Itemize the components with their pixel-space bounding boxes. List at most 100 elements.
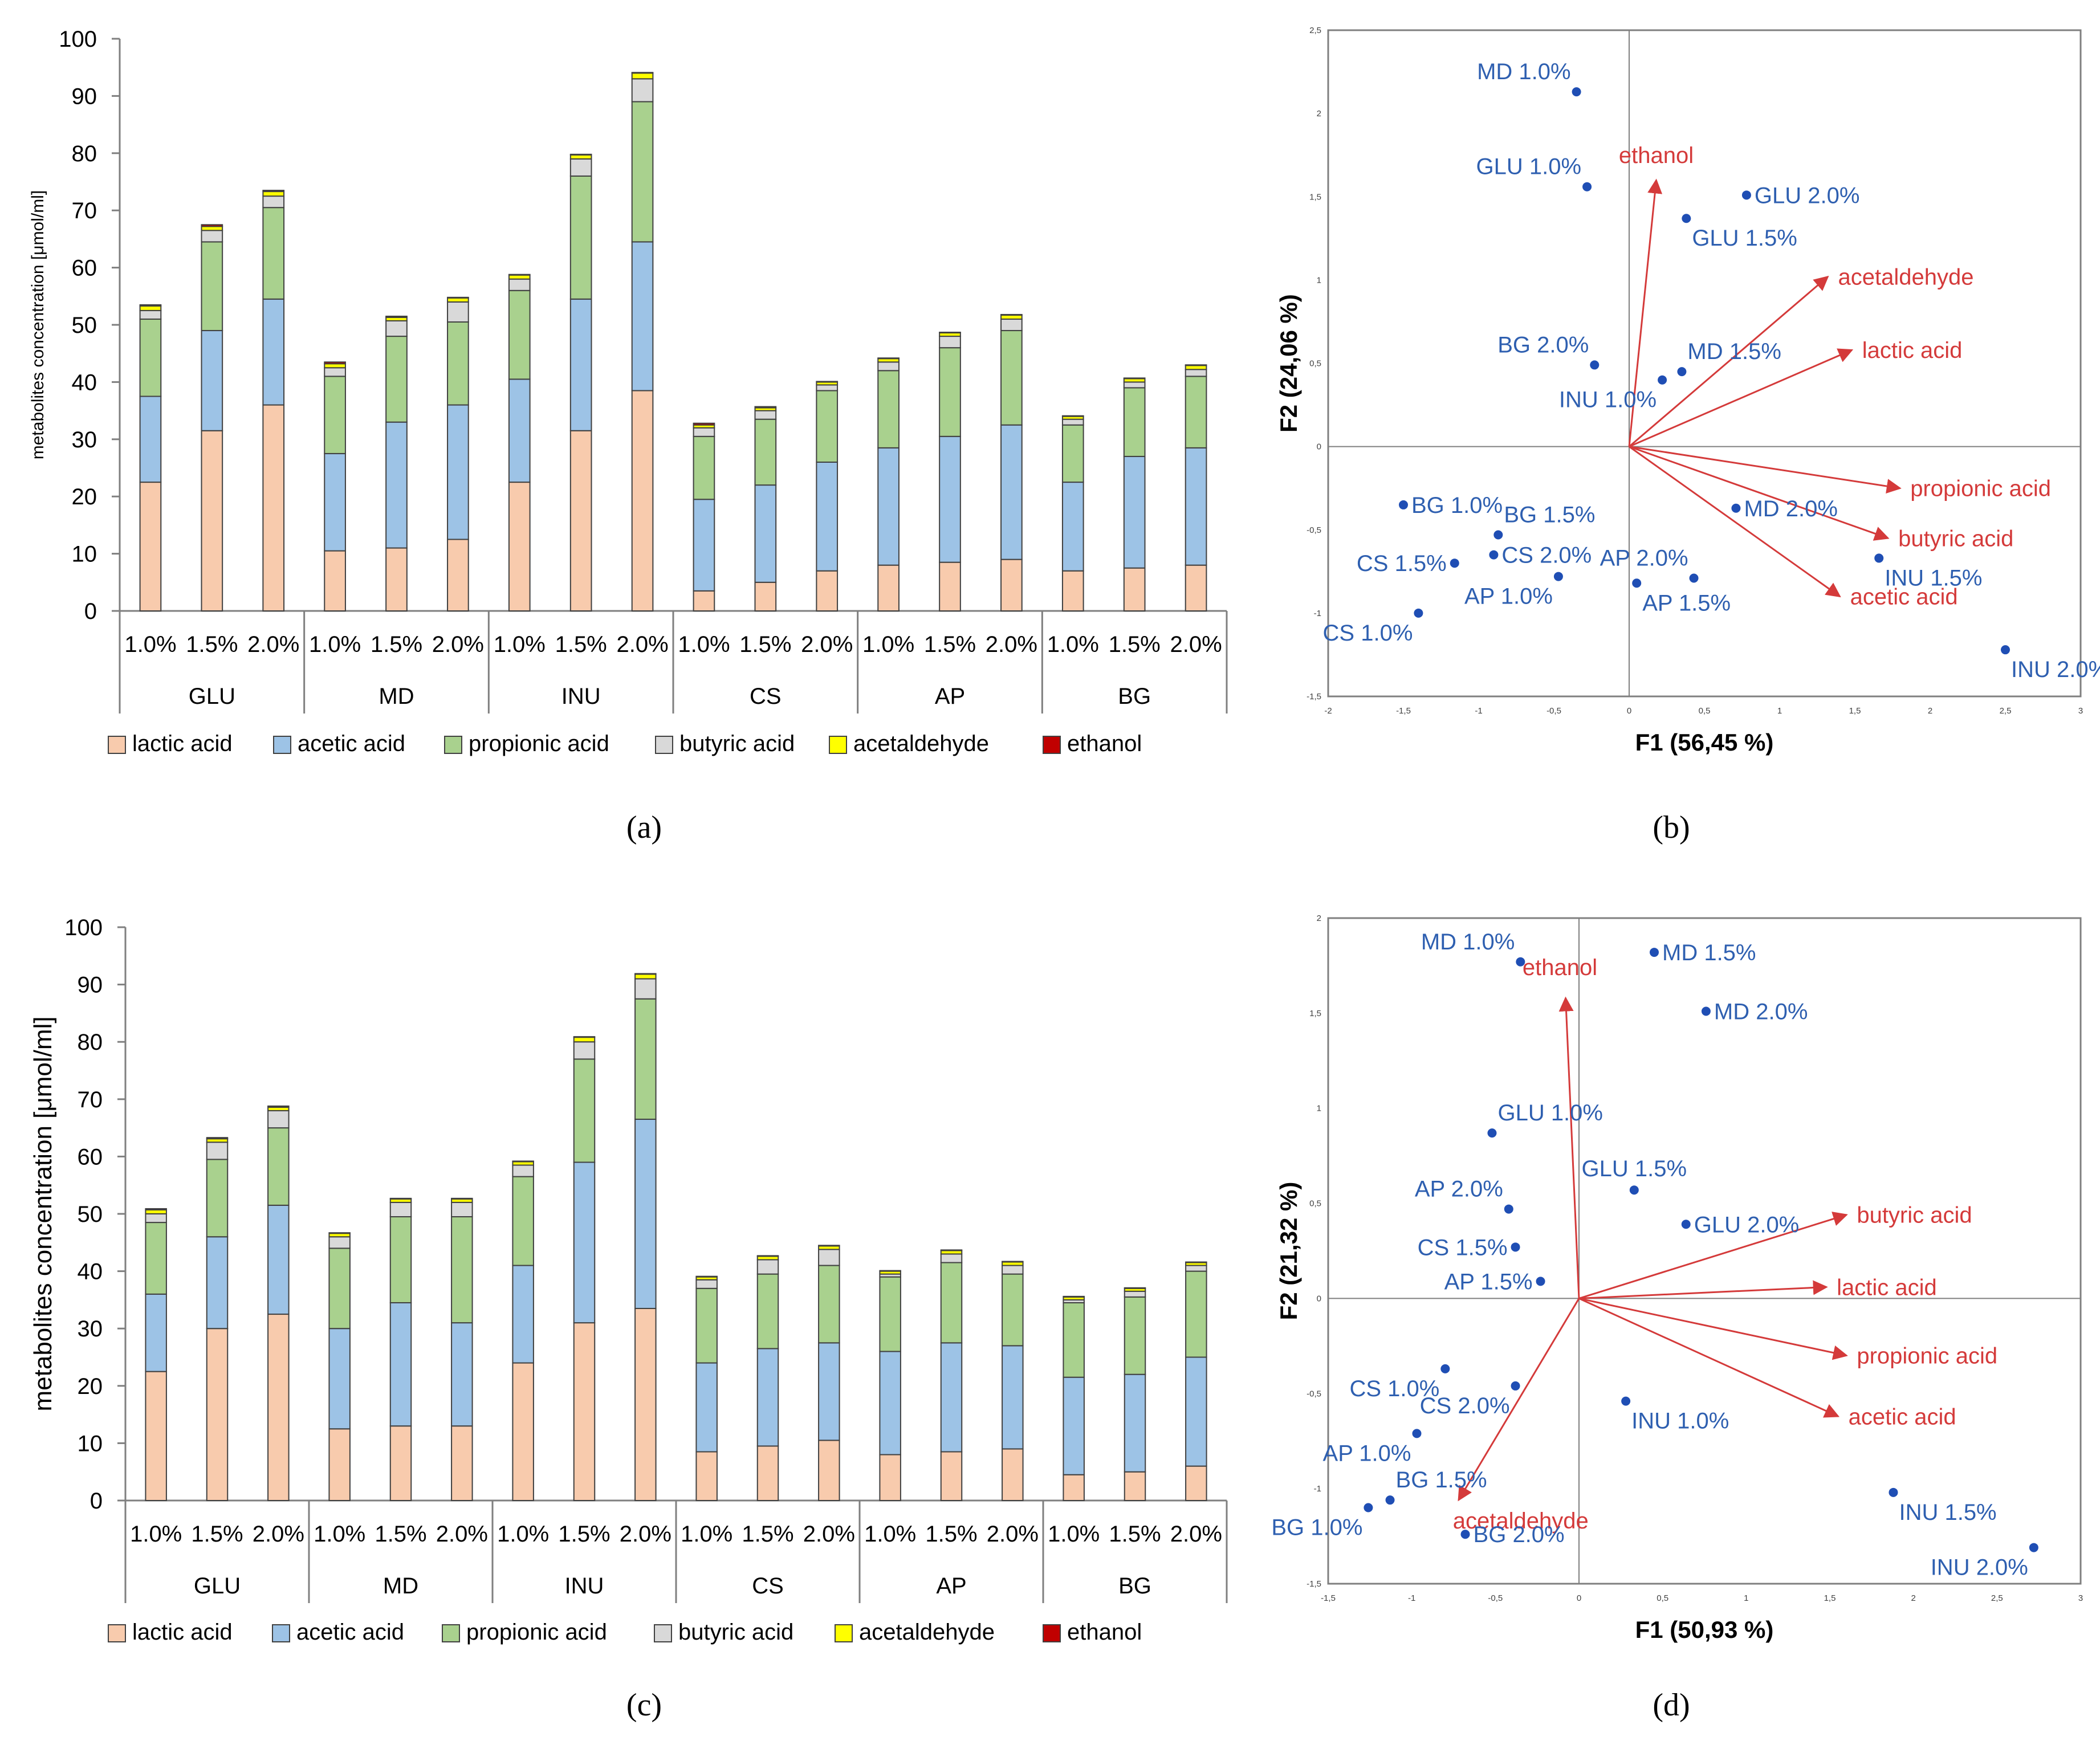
bar-segment-propionic-glu-2: [201, 241, 223, 332]
y-tick-label: 50: [72, 313, 97, 338]
legend-label-acetic: acetic acid: [298, 731, 405, 756]
bar-segment-lactic-bg-1: [1061, 570, 1084, 611]
bar-segment-butyric-bg-2: [1123, 381, 1146, 389]
bar-segment-acetaldehyde-inu-2: [573, 1037, 596, 1043]
legend-swatch-acetaldehyde: [835, 1624, 853, 1642]
bar-segment-butyric-glu-1: [145, 1213, 167, 1224]
loading-vector-ethanol: [1558, 996, 1580, 1299]
legend-swatch-acetic: [273, 736, 291, 754]
x-category-label: 1.5%: [191, 1522, 243, 1547]
bar-segment-lactic-inu-1: [512, 1362, 534, 1502]
legend-label-acetaldehyde: acetaldehyde: [859, 1620, 995, 1645]
legend-swatch-ethanol: [1043, 1624, 1061, 1642]
bar-segment-lactic-cs-3: [818, 1440, 840, 1502]
point-label: AP 1.0%: [1464, 584, 1553, 609]
x-category-label: 2.0%: [616, 632, 668, 657]
score-point: [1536, 1277, 1545, 1286]
bar-segment-ethanol-cs-1: [693, 422, 715, 426]
bar-segment-acetic-glu-3: [262, 298, 285, 406]
y-tick-label: 80: [78, 1030, 103, 1055]
bar-segment-ethanol-cs-3: [818, 1245, 840, 1247]
point-label: MD 1.0%: [1421, 929, 1515, 955]
bar-segment-lactic-cs-1: [695, 1451, 718, 1501]
score-point: [1450, 558, 1459, 568]
point-label: AP 1.0%: [1323, 1441, 1411, 1466]
y-tick-label: 90: [78, 973, 103, 998]
x-tick-label: 2: [1928, 706, 1932, 716]
bar-segment-propionic-md-2: [389, 1216, 412, 1303]
point-label: BG 2.0%: [1474, 1522, 1565, 1547]
bar-segment-ethanol-bg-1: [1063, 1295, 1085, 1298]
bar-segment-acetic-bg-3: [1185, 1356, 1207, 1467]
bar-segment-acetaldehyde-md-3: [447, 297, 469, 303]
bar-segment-lactic-bg-3: [1185, 564, 1207, 611]
legend-swatch-butyric: [654, 1624, 672, 1642]
bar-segment-lactic-cs-2: [756, 1445, 779, 1501]
bar-segment-ethanol-inu-3: [634, 973, 657, 975]
bar-segment-butyric-ap-2: [939, 336, 961, 349]
point-label: INU 1.0%: [1559, 388, 1657, 413]
vector-label-acetaldehyde: acetaldehyde: [1838, 265, 1973, 290]
vector-label-lactic-acid: lactic acid: [1837, 1275, 1937, 1300]
x-category-label: 1.0%: [1047, 632, 1099, 657]
x-tick-label: 0,5: [1699, 706, 1711, 716]
bar-segment-acetaldehyde-bg-3: [1185, 365, 1207, 370]
bar-segment-lactic-glu-2: [201, 430, 223, 611]
bar-segment-butyric-md-2: [385, 320, 408, 337]
plot-frame: [1327, 29, 2082, 698]
bar-segment-propionic-inu-1: [512, 1176, 534, 1266]
panel-label: (a): [626, 810, 662, 845]
point-label: MD 2.0%: [1714, 1000, 1808, 1025]
y-tick-label: 100: [64, 915, 103, 940]
score-point: [1658, 375, 1667, 385]
x-category-label: 1.5%: [371, 632, 422, 657]
bar-segment-ethanol-bg-3: [1185, 1261, 1207, 1263]
bar-segment-propionic-glu-3: [262, 207, 285, 300]
bar-segment-propionic-md-2: [385, 336, 408, 423]
x-category-label: 1.5%: [925, 1522, 977, 1547]
x-category-label: 1.0%: [309, 632, 361, 657]
x-category-label: 1.0%: [497, 1522, 549, 1547]
x-category-label: 1.5%: [375, 1522, 426, 1547]
score-point: [1504, 1204, 1513, 1214]
legend-swatch-acetaldehyde: [829, 736, 847, 754]
y-axis-title: F2 (21,32 %): [1275, 1182, 1302, 1320]
bar-segment-butyric-bg-2: [1124, 1290, 1146, 1298]
x-group-label-inu: INU: [565, 1573, 604, 1599]
bar-segment-propionic-glu-1: [139, 318, 162, 397]
x-axis-title: F1 (50,93 %): [1635, 1616, 1774, 1643]
score-point: [1590, 360, 1600, 370]
score-point: [1677, 367, 1687, 377]
bar-segment-acetic-glu-1: [139, 396, 162, 483]
bar-segment-butyric-ap-2: [940, 1253, 963, 1263]
bar-segment-acetic-ap-1: [879, 1351, 901, 1455]
loading-vector-acetaldehyde: [1458, 1298, 1580, 1502]
x-tick-label: -1,5: [1396, 706, 1411, 716]
point-label: BG 2.0%: [1497, 332, 1589, 357]
point-label: GLU 2.0%: [1755, 183, 1860, 208]
point-label: CS 2.0%: [1420, 1393, 1510, 1418]
y-tick-label: 40: [72, 370, 97, 395]
bar-segment-acetic-ap-2: [940, 1342, 963, 1453]
x-group-label-ap: AP: [936, 1573, 966, 1599]
score-point: [1414, 608, 1423, 618]
point-label: MD 1.5%: [1662, 940, 1756, 965]
score-point: [1889, 1487, 1898, 1497]
y-tick-label: -1: [1314, 609, 1321, 618]
x-tick-label: -0,5: [1546, 706, 1561, 716]
bar-segment-acetic-cs-3: [818, 1342, 840, 1441]
bar-segment-propionic-md-3: [451, 1216, 473, 1324]
y-tick-label: 30: [78, 1316, 103, 1342]
bar-segment-acetaldehyde-md-1: [324, 363, 346, 369]
vector-label-butyric-acid: butyric acid: [1857, 1203, 1972, 1228]
y-tick-label: -1,5: [1307, 692, 1321, 702]
bar-segment-propionic-ap-1: [879, 1276, 901, 1352]
score-point: [2029, 1543, 2038, 1552]
x-category-label: 2.0%: [1170, 632, 1222, 657]
bar-segment-lactic-md-2: [385, 547, 408, 611]
bar-segment-acetic-glu-3: [267, 1204, 290, 1315]
bar-segment-lactic-cs-3: [816, 570, 839, 611]
x-tick-label: 2,5: [2000, 706, 2012, 716]
